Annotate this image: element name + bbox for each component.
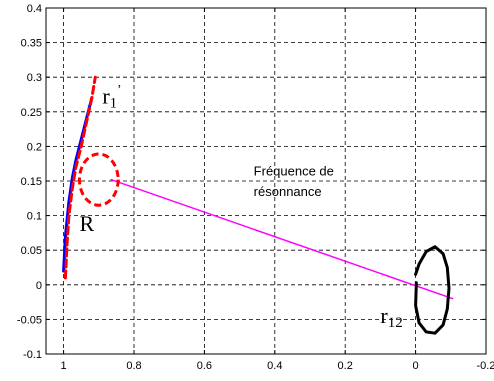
annotation-text: Fréquence de: [254, 163, 334, 178]
tick-group: 1 0.8 0.6 0.4 0.2 0 -0.2 -0.1 -0.05 0 0.05 0.1 0.15 0…: [17, 3, 494, 372]
x-tick-label: 0.8: [126, 360, 141, 372]
series-group: [62, 75, 454, 335]
x-tick-label: 0.6: [197, 360, 212, 372]
y-tick-label: 0.3: [27, 72, 42, 84]
x-tick-label: 0: [413, 360, 419, 372]
series-line-2: [63, 75, 97, 280]
y-tick-label: 0.4: [27, 3, 42, 15]
curve-label: r1’: [102, 81, 121, 111]
x-tick-label: 0.2: [338, 360, 353, 372]
x-tick-label: 0.4: [267, 360, 282, 372]
y-tick-label: 0.2: [27, 141, 42, 153]
series-line-4: [414, 245, 451, 335]
x-tick-label: -0.2: [477, 360, 494, 372]
y-tick-label: 0.35: [21, 38, 42, 50]
highlight-ellipse-1: [77, 152, 120, 207]
y-tick-label: 0.1: [27, 211, 42, 223]
y-tick-label: 0.25: [21, 107, 42, 119]
y-tick-label: 0.15: [21, 176, 42, 188]
curve-label: R: [79, 211, 94, 236]
annotation-text: résonnance: [254, 184, 322, 199]
series-line-3: [110, 178, 454, 300]
y-tick-label: -0.05: [17, 314, 42, 326]
x-tick-label: 1: [61, 360, 67, 372]
y-tick-label: 0: [36, 280, 42, 292]
y-tick-label: 0.05: [21, 245, 42, 257]
y-tick-label: -0.1: [23, 349, 42, 361]
